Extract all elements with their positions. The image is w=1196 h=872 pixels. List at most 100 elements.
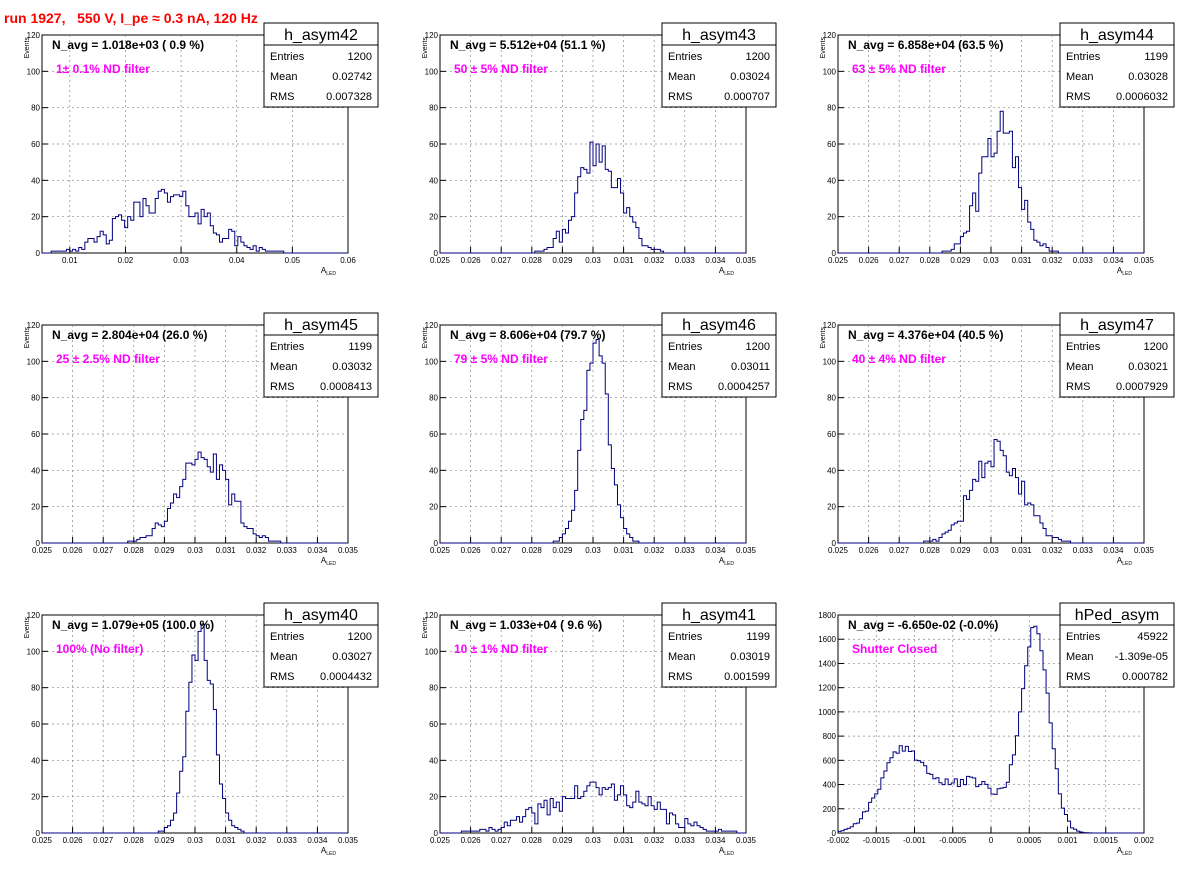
stats-label: Entries: [1066, 341, 1101, 353]
x-tick-label: -0.001: [903, 836, 926, 845]
y-tick-label: 60: [429, 140, 438, 149]
stats-label: RMS: [1066, 381, 1090, 393]
x-tick-label: 0.029: [552, 256, 573, 265]
y-axis-title: Events: [820, 37, 827, 59]
x-tick-label: 0.033: [1073, 256, 1094, 265]
histogram-panel-h_asym41: 0.025 0.026 0.027 0.028 0.029 0.03 0.031 0.032 0…: [422, 602, 777, 857]
stats-title: h_asym44: [1080, 27, 1154, 44]
histogram-line: [838, 438, 1144, 544]
y-tick-label: 20: [827, 213, 836, 222]
stats-title: h_asym46: [682, 317, 756, 334]
x-tick-label: 0.034: [705, 546, 726, 555]
y-tick-label: 0: [434, 539, 439, 548]
x-axis-subscript: LED: [326, 271, 336, 277]
y-tick-label: 120: [27, 321, 41, 330]
histogram-panel-h_asym44: 0.025 0.026 0.027 0.028 0.029 0.03 0.031 0.032 0…: [820, 22, 1175, 277]
y-tick-label: 0: [434, 249, 439, 258]
y-tick-label: 0: [832, 539, 837, 548]
filter-annotation: 25 ± 2.5% ND filter: [56, 352, 160, 366]
stats-label: Entries: [270, 51, 305, 63]
x-tick-label: 0.03: [187, 836, 203, 845]
x-axis-subscript: LED: [326, 561, 336, 567]
x-tick-label: 0.029: [154, 546, 175, 555]
x-tick-label: 0.031: [614, 836, 635, 845]
x-tick-label: 0.0015: [1094, 836, 1119, 845]
y-tick-label: 120: [27, 611, 41, 620]
stats-box: [661, 22, 777, 108]
y-tick-label: 20: [429, 793, 438, 802]
filter-annotation: 79 ± 5% ND filter: [454, 352, 548, 366]
x-tick-label: 0.033: [277, 836, 298, 845]
stats-value: 1200: [348, 631, 372, 643]
y-tick-label: 200: [823, 805, 837, 814]
x-tick-label: 0.035: [1134, 546, 1155, 555]
x-tick-label: 0.028: [124, 836, 145, 845]
y-tick-label: 80: [429, 394, 438, 403]
x-axis-title: ALED: [1117, 556, 1132, 567]
x-tick-label: 0.034: [705, 256, 726, 265]
x-tick-label: 0.025: [828, 546, 849, 555]
y-tick-label: 40: [31, 756, 40, 765]
x-axis-title: ALED: [321, 556, 336, 567]
x-tick-label: 0.029: [552, 836, 573, 845]
x-tick-label: 0.031: [1012, 256, 1033, 265]
y-tick-label: 0: [832, 249, 837, 258]
x-tick-label: 0.03: [585, 836, 601, 845]
page-title: run 1927, 550 V, I_pe ≈ 0.3 nA, 120 Hz: [4, 10, 258, 26]
y-tick-label: 20: [429, 503, 438, 512]
filter-annotation: 10 ± 1% ND filter: [454, 642, 548, 656]
x-tick-label: 0.03: [983, 256, 999, 265]
y-tick-label: 60: [429, 720, 438, 729]
y-tick-label: 100: [27, 67, 41, 76]
y-tick-label: 80: [429, 684, 438, 693]
x-axis-title: ALED: [1117, 846, 1132, 857]
stats-label: Mean: [1066, 71, 1094, 83]
y-tick-label: 20: [31, 213, 40, 222]
x-axis-subscript: LED: [1122, 271, 1132, 277]
x-axis-title: ALED: [321, 846, 336, 857]
x-tick-label: 0.028: [522, 256, 543, 265]
stats-value: 0.03032: [332, 361, 372, 373]
y-tick-label: 80: [31, 104, 40, 113]
stats-box: [263, 602, 379, 688]
x-tick-label: 0.027: [491, 546, 512, 555]
stats-label: Mean: [270, 71, 298, 83]
y-tick-label: 120: [425, 611, 439, 620]
x-axis-title: ALED: [719, 266, 734, 277]
y-tick-label: 40: [429, 176, 438, 185]
y-tick-label: 100: [425, 67, 439, 76]
stats-label: Mean: [668, 71, 696, 83]
x-tick-label: 0.025: [828, 256, 849, 265]
x-axis-subscript: LED: [724, 851, 734, 857]
x-tick-label: 0.035: [736, 256, 757, 265]
stats-value: 0.0004432: [320, 671, 372, 683]
x-tick-label: 0.031: [614, 256, 635, 265]
x-tick-label: 0.06: [340, 256, 356, 265]
x-tick-label: 0.026: [461, 836, 482, 845]
y-tick-label: 120: [27, 31, 41, 40]
x-tick-label: 0.034: [705, 836, 726, 845]
x-axis-subscript: LED: [1122, 851, 1132, 857]
y-tick-label: 1600: [818, 635, 836, 644]
x-tick-label: 0.032: [644, 546, 665, 555]
stats-value: 0.03019: [730, 651, 770, 663]
x-tick-label: 0.027: [889, 256, 910, 265]
stats-box: [1059, 602, 1175, 688]
y-tick-label: 40: [429, 756, 438, 765]
x-tick-label: 0.027: [889, 546, 910, 555]
filter-annotation: 63 ± 5% ND filter: [852, 62, 946, 76]
y-axis-title: Events: [24, 37, 31, 59]
x-tick-label: -0.002: [827, 836, 850, 845]
x-tick-label: 0.035: [338, 836, 359, 845]
y-tick-label: 80: [31, 394, 40, 403]
x-axis-subscript: LED: [724, 271, 734, 277]
x-axis-title: ALED: [719, 846, 734, 857]
x-tick-label: 0: [989, 836, 994, 845]
x-tick-label: 0.029: [154, 836, 175, 845]
stats-label: RMS: [270, 91, 294, 103]
y-tick-label: 20: [429, 213, 438, 222]
y-axis-title: Events: [24, 327, 31, 349]
x-tick-label: 0.027: [491, 836, 512, 845]
x-tick-label: 0.027: [491, 256, 512, 265]
x-tick-label: -0.0005: [939, 836, 967, 845]
